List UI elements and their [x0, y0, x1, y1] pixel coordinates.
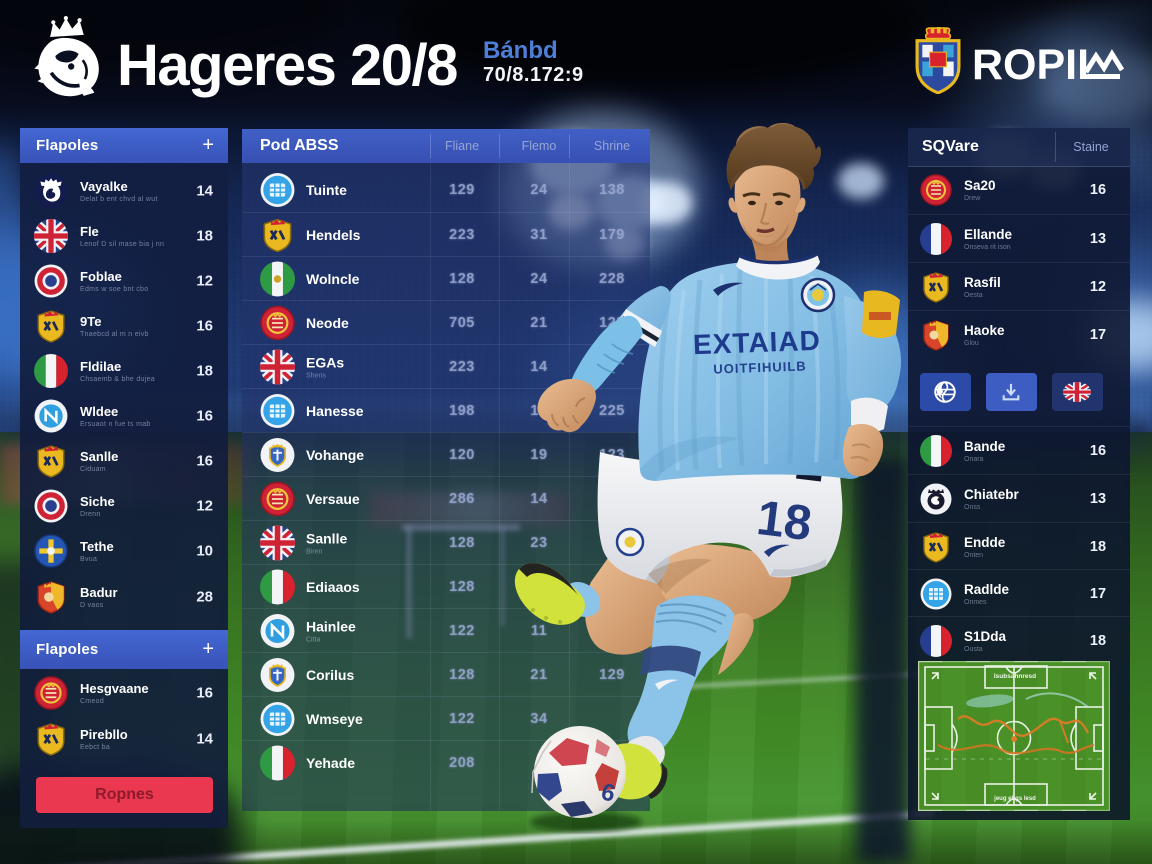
svg-text:jeug ebgs lesd: jeug ebgs lesd — [993, 796, 1036, 802]
svg-text:6: 6 — [598, 778, 617, 807]
svg-text:18: 18 — [754, 491, 815, 551]
svg-text:EXTAIAD: EXTAIAD — [692, 325, 821, 360]
svg-text:UOITFIHUILB: UOITFIHUILB — [713, 358, 807, 376]
svg-text:Isubsahnresd: Isubsahnresd — [994, 673, 1036, 680]
